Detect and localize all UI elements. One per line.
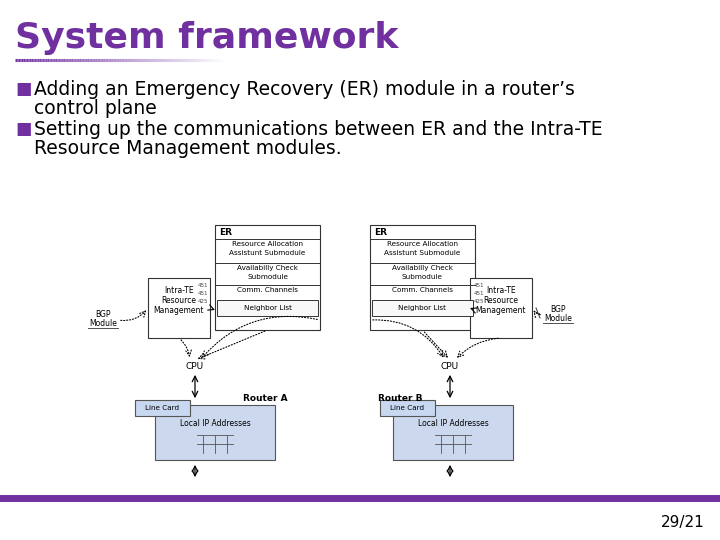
Text: Neighbor List: Neighbor List bbox=[398, 305, 446, 311]
Bar bbox=[148, 278, 210, 338]
Bar bbox=[155, 405, 275, 460]
Bar bbox=[372, 300, 473, 316]
Text: Resource Allocation: Resource Allocation bbox=[387, 241, 458, 247]
Text: Line Card: Line Card bbox=[145, 405, 179, 411]
Text: Intra-TE: Intra-TE bbox=[164, 286, 194, 295]
Text: ■: ■ bbox=[15, 120, 32, 138]
Bar bbox=[217, 300, 318, 316]
Text: Setting up the communications between ER and the Intra-TE: Setting up the communications between ER… bbox=[34, 120, 603, 139]
Text: Line Card: Line Card bbox=[390, 405, 425, 411]
Text: Router B: Router B bbox=[378, 394, 422, 403]
Text: 451: 451 bbox=[197, 291, 208, 296]
Text: CPU: CPU bbox=[441, 362, 459, 371]
Text: Router A: Router A bbox=[243, 394, 287, 403]
Text: Availabilly Check: Availabilly Check bbox=[237, 265, 298, 271]
Text: Resource: Resource bbox=[484, 296, 518, 305]
Text: BGP: BGP bbox=[550, 305, 566, 314]
Text: Resource Management modules.: Resource Management modules. bbox=[34, 139, 341, 158]
Text: Resource: Resource bbox=[161, 296, 197, 305]
Text: Management: Management bbox=[154, 306, 204, 315]
Bar bbox=[380, 400, 435, 416]
Text: System framework: System framework bbox=[15, 21, 398, 55]
Bar bbox=[393, 405, 513, 460]
Text: control plane: control plane bbox=[34, 99, 157, 118]
Text: Submodule: Submodule bbox=[247, 274, 288, 280]
Text: Resource Allocation: Resource Allocation bbox=[232, 241, 303, 247]
Text: ■: ■ bbox=[15, 80, 32, 98]
Text: CPU: CPU bbox=[186, 362, 204, 371]
Text: Comm. Channels: Comm. Channels bbox=[392, 287, 453, 293]
Text: Availabilly Check: Availabilly Check bbox=[392, 265, 453, 271]
Text: Neighbor List: Neighbor List bbox=[243, 305, 292, 311]
Text: 451: 451 bbox=[197, 283, 208, 288]
Text: Local IP Addresses: Local IP Addresses bbox=[179, 419, 251, 428]
Text: Assistunt Submodule: Assistunt Submodule bbox=[384, 250, 461, 256]
Text: Submodule: Submodule bbox=[402, 274, 443, 280]
Bar bbox=[215, 225, 320, 330]
Bar bbox=[370, 225, 475, 330]
Text: ER: ER bbox=[374, 228, 387, 237]
Bar bbox=[135, 400, 190, 416]
Text: Intra-TE: Intra-TE bbox=[486, 286, 516, 295]
Text: Management: Management bbox=[476, 306, 526, 315]
Text: 451: 451 bbox=[474, 291, 485, 296]
Text: Local IP Addresses: Local IP Addresses bbox=[418, 419, 488, 428]
Text: 29/21: 29/21 bbox=[661, 515, 705, 530]
Text: Module: Module bbox=[89, 319, 117, 328]
Bar bbox=[470, 278, 532, 338]
Text: 425: 425 bbox=[197, 299, 208, 304]
Text: BGP: BGP bbox=[95, 310, 111, 319]
Text: 425: 425 bbox=[474, 299, 485, 304]
Text: Assistunt Submodule: Assistunt Submodule bbox=[229, 250, 306, 256]
Text: Module: Module bbox=[544, 314, 572, 323]
Text: 451: 451 bbox=[474, 283, 485, 288]
Text: Comm. Channels: Comm. Channels bbox=[237, 287, 298, 293]
Text: Adding an Emergency Recovery (ER) module in a router’s: Adding an Emergency Recovery (ER) module… bbox=[34, 80, 575, 99]
Text: ER: ER bbox=[219, 228, 232, 237]
